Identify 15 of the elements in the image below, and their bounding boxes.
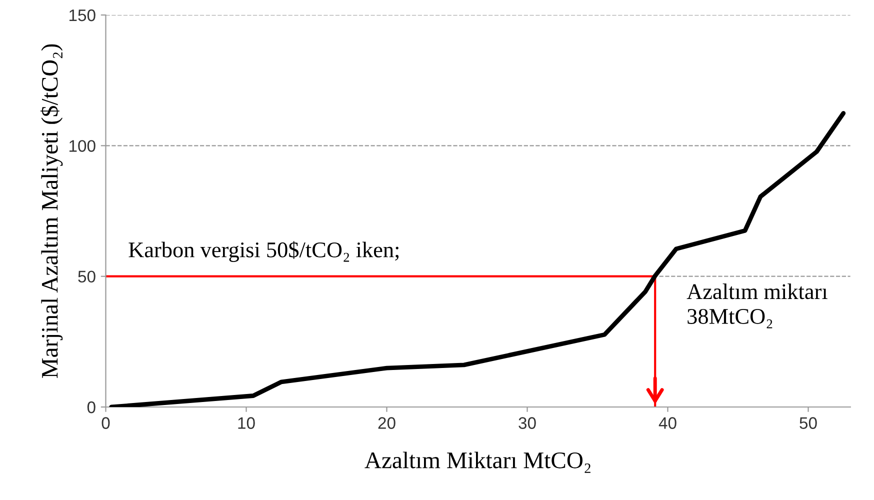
x-tick-label: 10 <box>238 417 255 429</box>
x-tick-label: 40 <box>658 417 676 429</box>
x-tick-label: 20 <box>378 417 396 429</box>
annotation: Karbon vergisi 50$/tCO₂ iken; <box>128 241 399 262</box>
annotation: Azaltım miktarı 38MtCO₂ <box>686 284 828 328</box>
y-tick-label: 50 <box>78 270 96 283</box>
x-tick-label: 50 <box>800 417 817 429</box>
line-series <box>109 111 846 407</box>
y-tick-label: 150 <box>70 9 96 22</box>
y-tick-label: 0 <box>87 401 96 414</box>
x-tick-label: 30 <box>518 417 536 429</box>
x-axis-title: Azaltım Miktarı MtCO₂ <box>364 452 590 473</box>
y-tick-label: 100 <box>70 140 96 152</box>
x-tick-label: 0 <box>102 417 110 429</box>
y-axis-title: Marjinal Azaltım Maliyeti ($/tCO₂) <box>40 44 63 378</box>
